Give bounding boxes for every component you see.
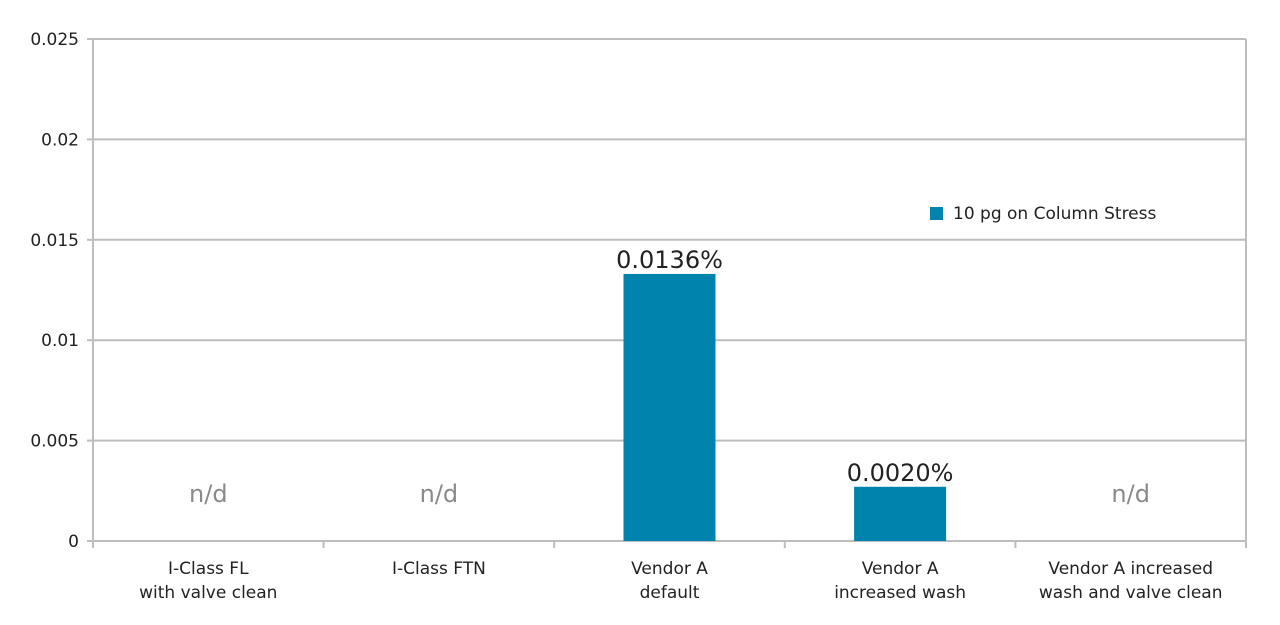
bar-data-label: 0.0020% bbox=[847, 459, 954, 487]
x-category-label: Vendor A bbox=[862, 559, 939, 579]
x-category-label: Vendor A bbox=[631, 559, 708, 579]
x-category-label: with valve clean bbox=[139, 583, 277, 603]
bar bbox=[623, 273, 716, 541]
legend-label: 10 pg on Column Stress bbox=[953, 204, 1156, 224]
bar-data-label: 0.0136% bbox=[616, 246, 723, 274]
y-tick-label: 0 bbox=[68, 532, 79, 552]
y-tick-label: 0.015 bbox=[30, 231, 79, 251]
x-category-label: I-Class FL bbox=[168, 559, 249, 579]
not-detected-label: n/d bbox=[420, 480, 459, 508]
not-detected-label: n/d bbox=[1111, 480, 1150, 508]
x-category-label: default bbox=[640, 583, 700, 603]
x-category-label: Vendor A increased bbox=[1048, 559, 1213, 579]
legend-swatch bbox=[930, 207, 943, 220]
y-tick-label: 0.025 bbox=[30, 30, 79, 50]
y-tick-label: 0.02 bbox=[41, 130, 79, 150]
y-tick-label: 0.005 bbox=[30, 432, 79, 452]
x-category-label: increased wash bbox=[834, 583, 966, 603]
x-category-label: I-Class FTN bbox=[392, 559, 486, 579]
bar bbox=[854, 486, 947, 541]
not-detected-label: n/d bbox=[189, 480, 228, 508]
y-tick-label: 0.01 bbox=[41, 331, 79, 351]
x-category-label: wash and valve clean bbox=[1039, 583, 1223, 603]
